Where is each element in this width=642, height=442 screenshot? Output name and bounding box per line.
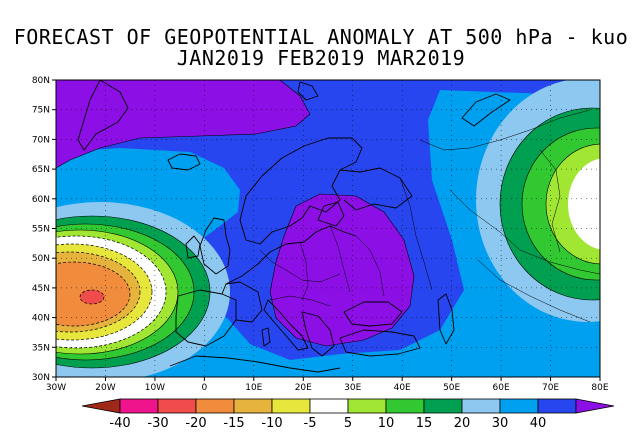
y-tick-label: 65N <box>32 165 50 175</box>
colorbar-swatch <box>461 398 501 414</box>
y-tick-label: 75N <box>32 106 50 116</box>
x-tick-label: 30E <box>344 383 361 393</box>
x-tick-label: 60E <box>493 383 510 393</box>
country-borders <box>259 109 600 323</box>
colorbar-label: 40 <box>530 416 547 431</box>
colorbar-label: 30 <box>492 416 509 431</box>
graticule <box>56 80 600 377</box>
x-tick-label: 80E <box>591 383 608 393</box>
y-tick-label: 40N <box>32 314 50 324</box>
colorbar-label: -40 <box>109 416 130 431</box>
anomaly-band-above-40-europe <box>270 194 414 346</box>
x-tick-label: 20E <box>295 383 312 393</box>
y-tick-label: 70N <box>32 135 50 145</box>
anomaly-band-minus5-east <box>568 158 600 250</box>
title-line-1: FORECAST OF GEOPOTENTIAL ANOMALY AT 500 … <box>13 25 629 49</box>
colorbar-swatch <box>385 398 425 414</box>
y-tick-label: 80N <box>32 76 50 86</box>
colorbar-label: -20 <box>185 416 206 431</box>
colorbar-label: 20 <box>454 416 471 431</box>
y-tick-label: 60N <box>32 195 50 205</box>
contour-lines-west <box>56 235 167 349</box>
y-tick-label: 50N <box>32 254 50 264</box>
colorbar-swatch <box>309 398 349 414</box>
colorbar-label: -15 <box>223 416 244 431</box>
x-tick-label: 20W <box>95 383 115 393</box>
anomaly-map <box>56 80 600 377</box>
y-axis-ticks: 30N 35N 40N 45N 50N 55N 60N 65N 70N 75N 80N <box>32 76 56 383</box>
y-tick-label: 30N <box>32 373 50 383</box>
colorbar-high-triangle <box>575 398 615 414</box>
colorbar-swatch <box>423 398 463 414</box>
anomaly-band-above-40-north <box>56 80 310 168</box>
y-tick-label: 55N <box>32 225 50 235</box>
colorbar-label: 5 <box>344 416 352 431</box>
y-tick-label: 35N <box>32 343 50 353</box>
x-tick-label: 0 <box>201 383 207 393</box>
coastlines <box>77 80 511 373</box>
colorbar-label: -5 <box>304 416 317 431</box>
anomaly-band-minus30-west <box>80 290 104 304</box>
title-line-2: JAN2019 FEB2019 MAR2019 <box>176 46 466 70</box>
colorbar: -40 -30 -20 -15 -10 -5 5 10 15 20 30 40 <box>81 398 615 431</box>
x-tick-label: 50E <box>443 383 460 393</box>
y-tick-label: 45N <box>32 284 50 294</box>
colorbar-label: 15 <box>416 416 433 431</box>
x-tick-label: 40E <box>394 383 411 393</box>
x-tick-label: 30W <box>46 383 66 393</box>
map-title: FORECAST OF GEOPOTENTIAL ANOMALY AT 500 … <box>0 27 642 69</box>
colorbar-swatch <box>195 398 235 414</box>
colorbar-swatch <box>499 398 539 414</box>
colorbar-swatch <box>271 398 311 414</box>
x-tick-label: 10W <box>145 383 165 393</box>
colorbar-label: 10 <box>378 416 395 431</box>
colorbar-swatch <box>537 398 577 414</box>
colorbar-low-triangle <box>81 398 121 414</box>
colorbar-label: -10 <box>261 416 282 431</box>
colorbar-label: -30 <box>147 416 168 431</box>
colorbar-swatch <box>119 398 159 414</box>
x-tick-label: 70E <box>542 383 559 393</box>
colorbar-swatch <box>233 398 273 414</box>
x-axis-ticks: 30W 20W 10W 0 10E 20E 30E 40E 50E 60E 70E 80E <box>46 377 609 393</box>
colorbar-swatch <box>157 398 197 414</box>
x-tick-label: 10E <box>245 383 262 393</box>
colorbar-swatch <box>347 398 387 414</box>
